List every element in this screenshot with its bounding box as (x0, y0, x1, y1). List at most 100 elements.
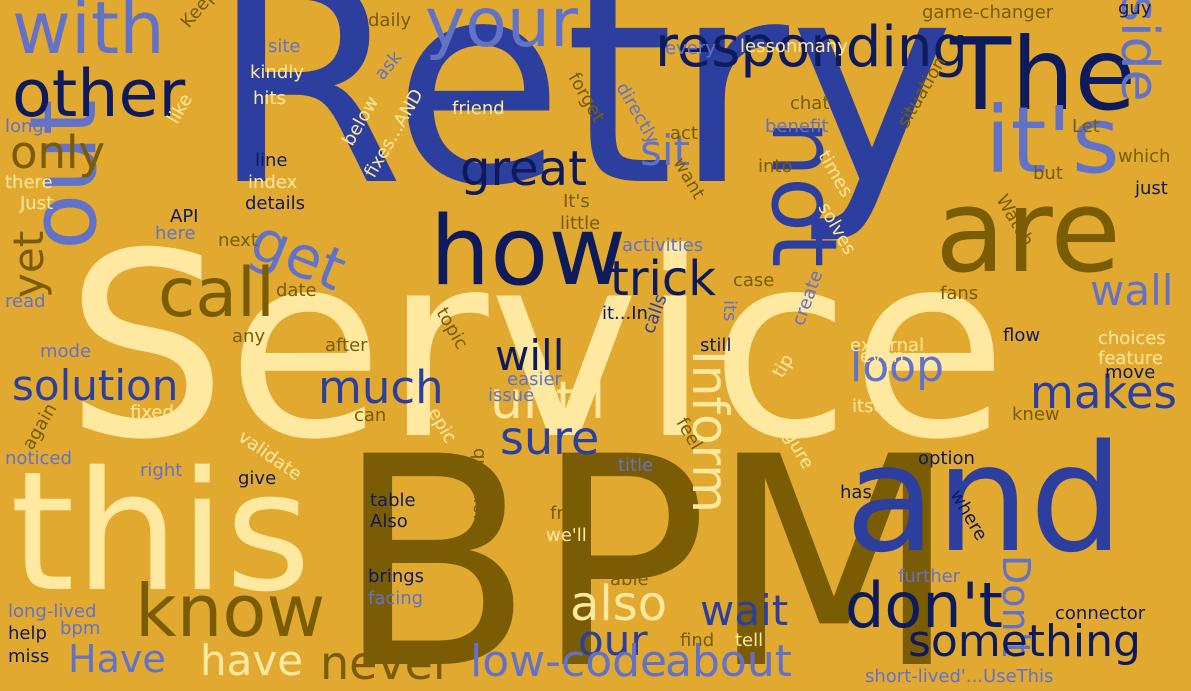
word-just: just (1135, 178, 1168, 199)
word-we-ll: we'll (546, 525, 587, 546)
word-fruit: fruit (550, 503, 588, 524)
word-itself: itself (852, 396, 896, 417)
word-low-code: low-code (470, 636, 668, 687)
word-responding: responding (655, 15, 968, 80)
word-it-s: It's (563, 191, 590, 212)
word-has: has (840, 482, 872, 503)
word-loop: loop (850, 341, 944, 392)
word-feature: feature (1098, 348, 1163, 369)
word-long: long (5, 116, 44, 137)
word-flow: flow (1003, 325, 1041, 346)
word-hits: hits (253, 88, 286, 109)
word-table: table (370, 490, 416, 511)
word-wall: wall (1090, 266, 1174, 315)
word-yet: yet (4, 230, 53, 298)
word-brings: brings (368, 566, 425, 587)
word-after: after (325, 335, 368, 356)
word-have: have (200, 636, 304, 685)
word-still: still (700, 335, 732, 356)
word-choices: choices (1098, 328, 1166, 349)
word-next: next (218, 230, 258, 251)
word-api: API (170, 206, 199, 227)
word-just: Just (20, 193, 54, 214)
word-chat: chat (790, 93, 830, 114)
word-title: title (618, 455, 654, 476)
word-knew: knew (1012, 404, 1060, 425)
word-move: move (1105, 362, 1156, 383)
word-every: every (665, 38, 716, 59)
word-give: give (238, 468, 277, 489)
word-which: which (1118, 146, 1171, 167)
word-into: into (758, 156, 793, 177)
word-can: can (354, 405, 387, 426)
word-any: any (232, 326, 266, 347)
word-right: right (140, 460, 183, 481)
word-friend: friend (452, 98, 505, 119)
word-will: will (495, 331, 565, 380)
word-with: with (12, 0, 165, 70)
word-don-t: don't (845, 569, 1003, 642)
word-read: read (5, 291, 46, 312)
word-and: and (845, 413, 1124, 585)
word-your: your (425, 0, 578, 63)
word-are: are (935, 165, 1121, 299)
word-it-s: it's (985, 87, 1120, 194)
word-fans: fans (940, 283, 979, 304)
word-other: other (12, 57, 186, 132)
word-external: external (850, 335, 925, 356)
word-site: site (268, 36, 301, 57)
word-makes: makes (1030, 366, 1177, 419)
word-our: our (578, 616, 648, 665)
word-kindly: kindly (250, 62, 304, 83)
word-option: option (918, 448, 975, 469)
word-its: its (719, 300, 740, 322)
word-date: date (276, 280, 317, 301)
word-benefit: benefit (765, 116, 829, 137)
word-activities: activities (622, 235, 704, 256)
word-trick: trick (610, 251, 717, 307)
word-further: further (898, 566, 961, 587)
word-little: little (560, 213, 601, 234)
word-have: Have (68, 637, 166, 681)
word-daily: daily (368, 10, 412, 31)
word-help: help (8, 623, 47, 644)
word-lessonmany: lessonmany (740, 36, 848, 57)
word-questions: questions (469, 448, 490, 536)
word-this: this (10, 436, 312, 628)
word-also: Also (370, 511, 408, 532)
word-facing: facing (368, 588, 424, 609)
word-only: only (10, 126, 106, 179)
word-let: Let (1072, 116, 1100, 137)
word-bpm: bpm (60, 618, 101, 639)
word-bpm: BPM (335, 396, 960, 691)
word-solution: solution (12, 361, 179, 410)
word-great: great (460, 141, 587, 197)
word-act: act (670, 123, 698, 144)
word-line: line (255, 150, 288, 171)
word-long-lived: long-lived (8, 601, 97, 622)
word-details: details (245, 193, 305, 214)
word-sit: sit (640, 126, 691, 175)
word-never: never (320, 636, 452, 690)
word-know: know (135, 569, 326, 653)
word-mode: mode (40, 341, 92, 362)
word-call: call (158, 254, 275, 333)
word-much: much (318, 361, 444, 414)
word-easier: easier (507, 369, 562, 390)
word-there: there (5, 172, 53, 193)
word-index: index (248, 172, 298, 193)
word-miss: miss (8, 646, 50, 667)
word-until: until (490, 371, 606, 431)
word-it-in: it...In (602, 303, 648, 324)
word-noticed: noticed (5, 448, 72, 469)
word-sure: sure (500, 411, 600, 465)
word-about: about (665, 636, 792, 687)
word-even: even (860, 346, 905, 367)
word-the: The (950, 16, 1136, 133)
word-case: case (733, 270, 775, 291)
word-wait: wait (700, 586, 789, 635)
word-but: but (1033, 163, 1063, 184)
word-something: something (908, 616, 1141, 667)
word-also: also (570, 576, 668, 632)
